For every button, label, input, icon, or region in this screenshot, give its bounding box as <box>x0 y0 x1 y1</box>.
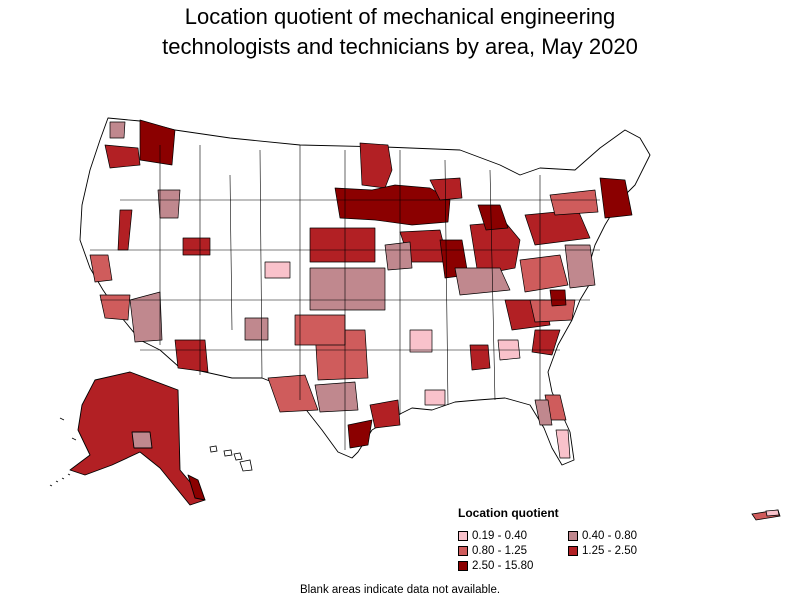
area-california-inland <box>129 291 163 343</box>
legend-label-3: 1.25 - 2.50 <box>582 545 637 557</box>
area-appalachia <box>519 254 569 293</box>
hawaii-island-3 <box>233 452 243 461</box>
area-washington-west <box>139 119 176 166</box>
area-ohio-kentucky <box>454 267 511 296</box>
hawaii-island-1 <box>209 445 218 453</box>
area-idaho <box>157 189 181 219</box>
legend-swatch-4 <box>458 561 468 571</box>
alaska-islands <box>49 417 77 487</box>
area-california-bay <box>89 254 113 283</box>
legend-swatch-3 <box>568 546 578 556</box>
area-california-south <box>99 294 131 321</box>
legend-label-4: 2.50 - 15.80 <box>472 560 534 572</box>
area-new-mexico <box>244 317 269 341</box>
map-title-line-2: technologists and technicians by area, M… <box>162 34 638 59</box>
legend-label-2: 0.80 - 1.25 <box>472 545 527 557</box>
area-new-york <box>549 189 599 216</box>
area-michigan <box>477 204 509 231</box>
area-virginia <box>549 289 567 307</box>
area-arizona <box>174 339 209 373</box>
area-texas-central <box>314 381 359 413</box>
map-title: Location quotient of mechanical engineer… <box>0 2 800 62</box>
area-arkansas <box>409 329 433 353</box>
area-mid-atlantic <box>564 244 596 289</box>
legend-label-1: 0.40 - 0.80 <box>582 530 637 542</box>
area-missouri <box>384 241 413 271</box>
area-fills <box>89 119 633 459</box>
area-texas-gulf <box>347 419 373 449</box>
legend-label-0: 0.19 - 0.40 <box>472 530 527 542</box>
legend-swatch-1 <box>568 531 578 541</box>
area-boundaries <box>90 145 600 450</box>
footnote: Blank areas indicate data not available. <box>299 584 501 596</box>
area-south-carolina <box>531 329 561 356</box>
area-mississippi <box>424 389 446 406</box>
area-washington-coast <box>104 144 141 169</box>
legend-swatch-0 <box>458 531 468 541</box>
legend-item-1: 0.40 - 0.80 <box>568 529 637 543</box>
area-colorado <box>264 261 291 279</box>
hawaii-island-4 <box>239 459 253 472</box>
alaska-panhandle <box>187 474 206 501</box>
area-nebraska <box>309 227 376 263</box>
area-oklahoma <box>294 314 346 346</box>
puerto-rico <box>751 509 781 521</box>
alaska <box>69 371 206 506</box>
legend-item-2: 0.80 - 1.25 <box>458 544 527 558</box>
area-florida-central <box>534 399 553 426</box>
legend-item-3: 1.25 - 2.50 <box>568 544 637 558</box>
puerto-rico-east <box>765 509 780 517</box>
legend-item-4: 2.50 - 15.80 <box>458 559 533 573</box>
alaska-interior <box>131 431 153 449</box>
area-texas-west <box>267 374 319 413</box>
area-wisconsin-north <box>429 177 463 201</box>
aleutian-islands <box>49 417 77 487</box>
legend-title: Location quotient <box>458 506 559 520</box>
area-utah <box>182 237 211 256</box>
area-louisiana <box>369 399 401 429</box>
legend-swatch-2 <box>458 546 468 556</box>
area-kansas <box>309 267 386 311</box>
area-oregon-coast <box>109 121 126 139</box>
hawaii <box>209 445 253 472</box>
legend-item-0: 0.19 - 0.40 <box>458 529 527 543</box>
hawaii-island-2 <box>223 449 233 457</box>
area-alabama <box>469 344 491 371</box>
area-minnesota-wisconsin <box>334 184 451 226</box>
area-new-england <box>599 177 633 219</box>
area-north-dakota-east <box>359 142 393 189</box>
area-florida-south <box>555 429 571 459</box>
boundary-lines <box>90 145 600 450</box>
map-title-line-1: Location quotient of mechanical engineer… <box>184 4 616 29</box>
